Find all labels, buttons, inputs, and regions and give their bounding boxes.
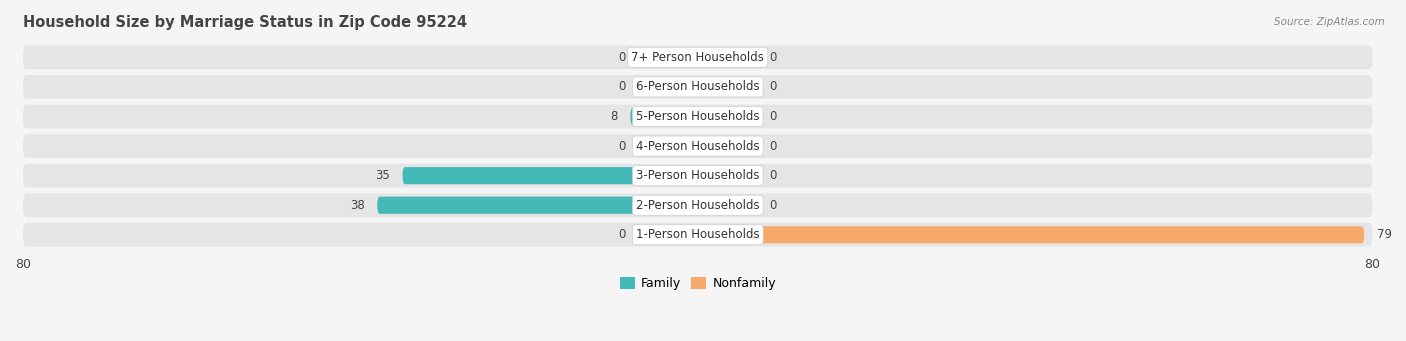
Text: 0: 0 (769, 110, 778, 123)
FancyBboxPatch shape (22, 223, 1372, 247)
Text: 0: 0 (769, 199, 778, 212)
Text: 0: 0 (769, 80, 778, 93)
FancyBboxPatch shape (638, 78, 697, 95)
FancyBboxPatch shape (22, 105, 1372, 128)
FancyBboxPatch shape (377, 197, 697, 214)
FancyBboxPatch shape (697, 108, 756, 125)
Text: 0: 0 (619, 139, 626, 152)
FancyBboxPatch shape (22, 134, 1372, 158)
FancyBboxPatch shape (22, 75, 1372, 99)
FancyBboxPatch shape (22, 193, 1372, 217)
Text: Household Size by Marriage Status in Zip Code 95224: Household Size by Marriage Status in Zip… (22, 15, 467, 30)
Text: 7+ Person Households: 7+ Person Households (631, 51, 765, 64)
Text: 0: 0 (769, 139, 778, 152)
FancyBboxPatch shape (697, 49, 756, 66)
FancyBboxPatch shape (697, 137, 756, 155)
Legend: Family, Nonfamily: Family, Nonfamily (614, 272, 780, 295)
FancyBboxPatch shape (638, 226, 697, 243)
Text: 2-Person Households: 2-Person Households (636, 199, 759, 212)
Text: 5-Person Households: 5-Person Households (636, 110, 759, 123)
Text: 0: 0 (619, 228, 626, 241)
FancyBboxPatch shape (697, 226, 1364, 243)
FancyBboxPatch shape (697, 197, 756, 214)
FancyBboxPatch shape (22, 164, 1372, 188)
Text: 38: 38 (350, 199, 364, 212)
FancyBboxPatch shape (22, 45, 1372, 69)
FancyBboxPatch shape (638, 49, 697, 66)
FancyBboxPatch shape (697, 78, 756, 95)
Text: 3-Person Households: 3-Person Households (636, 169, 759, 182)
Text: 0: 0 (619, 51, 626, 64)
Text: 0: 0 (619, 80, 626, 93)
FancyBboxPatch shape (697, 167, 756, 184)
FancyBboxPatch shape (402, 167, 697, 184)
FancyBboxPatch shape (638, 137, 697, 155)
Text: 79: 79 (1376, 228, 1392, 241)
FancyBboxPatch shape (630, 108, 697, 125)
Text: 35: 35 (375, 169, 389, 182)
Text: Source: ZipAtlas.com: Source: ZipAtlas.com (1274, 17, 1385, 27)
Text: 0: 0 (769, 51, 778, 64)
Text: 8: 8 (610, 110, 617, 123)
Text: 6-Person Households: 6-Person Households (636, 80, 759, 93)
Text: 4-Person Households: 4-Person Households (636, 139, 759, 152)
Text: 1-Person Households: 1-Person Households (636, 228, 759, 241)
Text: 0: 0 (769, 169, 778, 182)
